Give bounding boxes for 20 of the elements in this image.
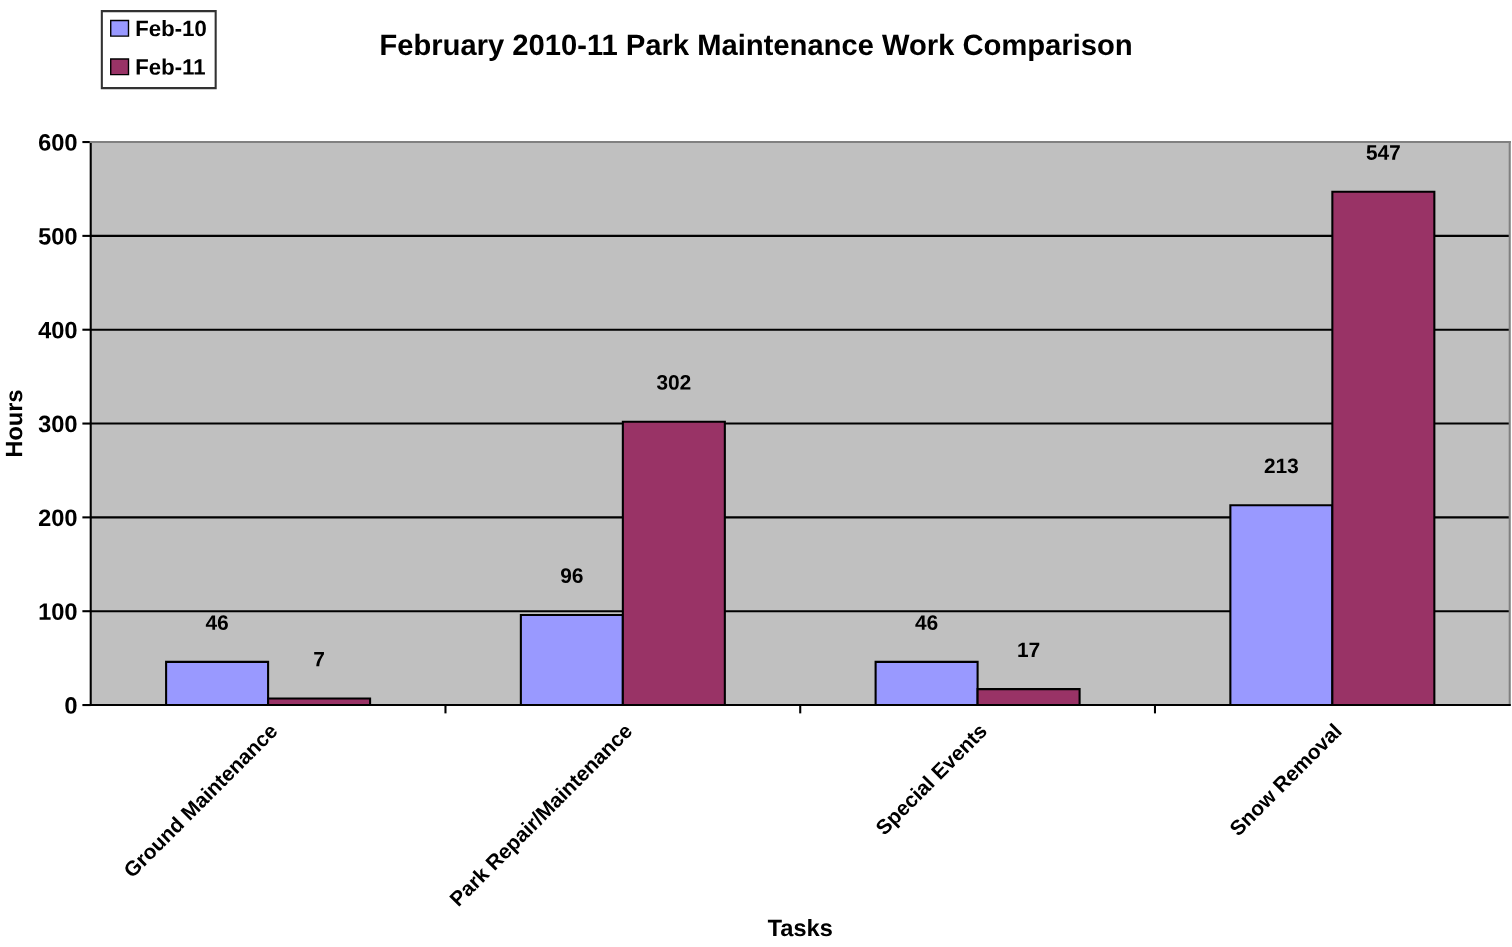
y-tick-label: 300 <box>38 415 77 433</box>
x-axis-title: Tasks <box>767 918 832 937</box>
data-label: 46 <box>205 615 228 630</box>
y-tick-label: 500 <box>38 227 77 245</box>
legend-label: Feb-10 <box>136 20 206 37</box>
y-tick-label: 100 <box>39 603 77 620</box>
data-label: 302 <box>656 375 691 390</box>
data-label: 17 <box>1018 642 1040 657</box>
y-tick-label: 600 <box>39 134 77 151</box>
y-tick-label: 400 <box>38 321 77 339</box>
data-label: 46 <box>915 615 938 630</box>
data-label: 7 <box>314 652 324 667</box>
data-label: 213 <box>1264 458 1298 474</box>
data-label: 547 <box>1366 145 1400 160</box>
chart-title: February 2010-11 Park Maintenance Work Comparison <box>381 33 1131 61</box>
y-tick-label: 200 <box>38 509 77 527</box>
y-axis-title: Hours <box>5 390 23 457</box>
y-tick-label: 0 <box>65 697 77 714</box>
legend-label: Feb-11 <box>136 58 205 75</box>
data-label: 96 <box>560 568 583 584</box>
